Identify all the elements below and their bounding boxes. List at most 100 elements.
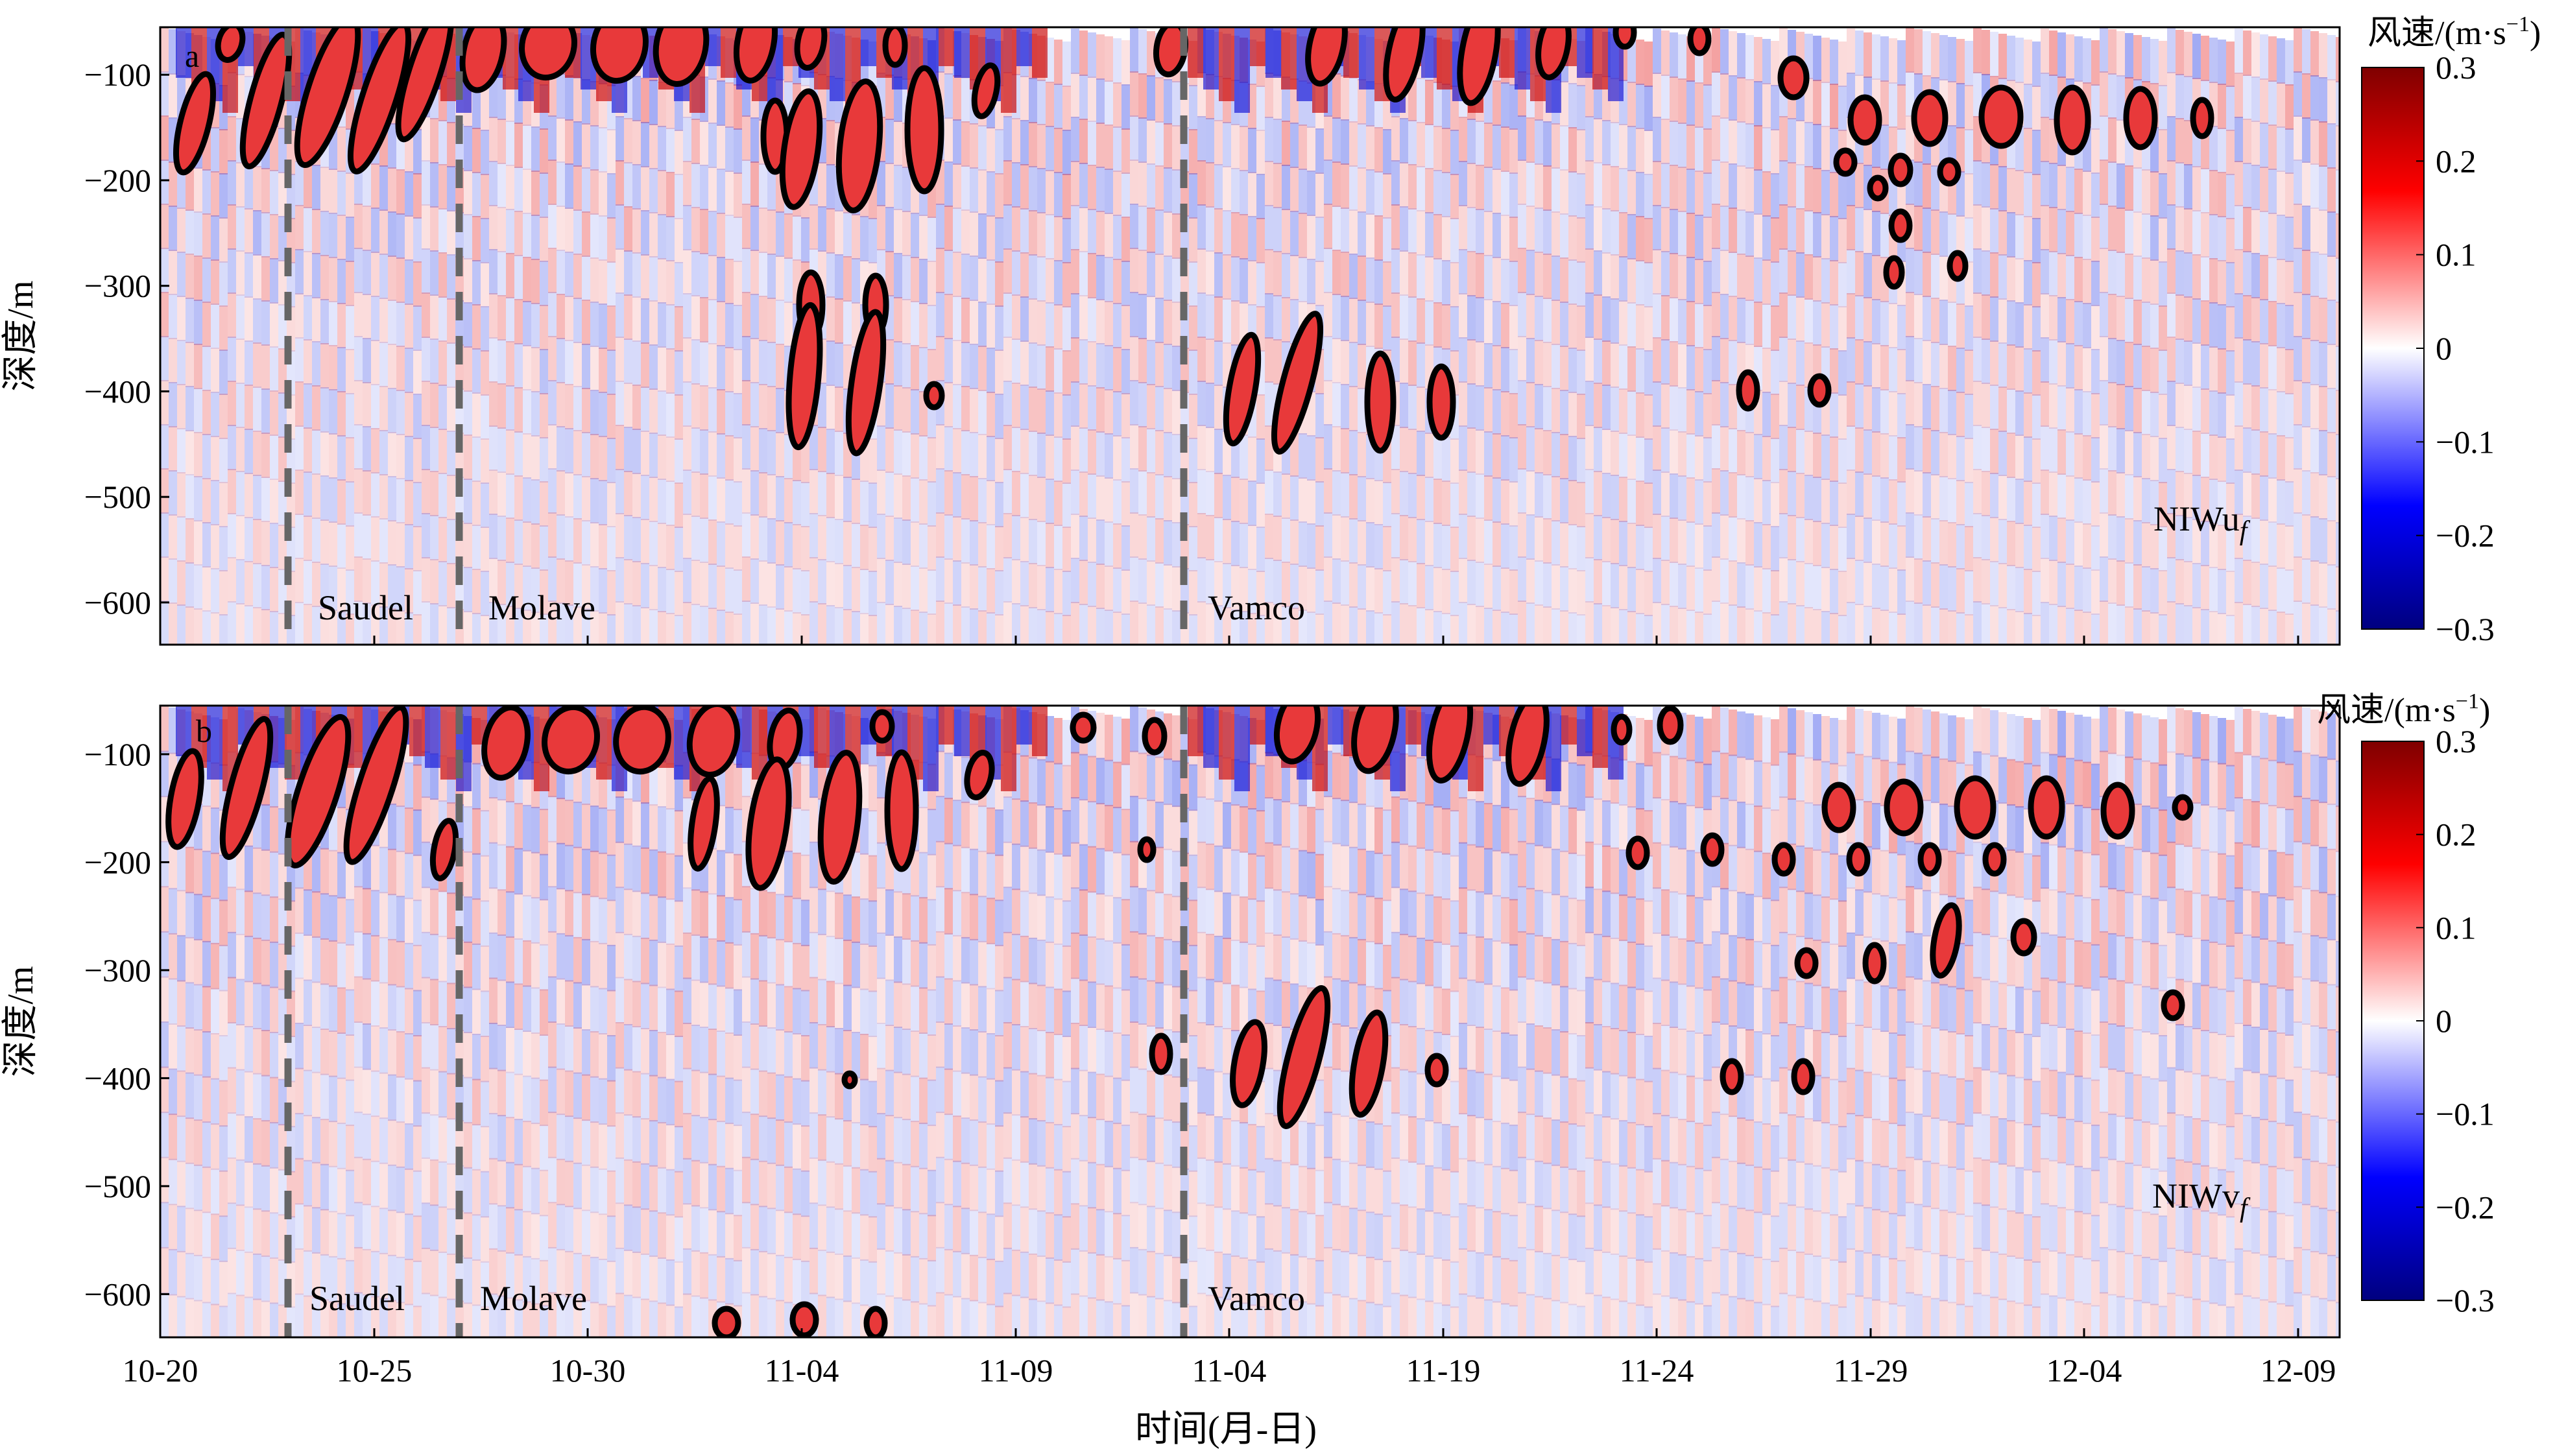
field-cell (1788, 603, 1796, 645)
field-cell (1197, 469, 1206, 514)
field-cell (784, 1211, 793, 1258)
field-cell (1214, 385, 1223, 430)
field-cell (725, 479, 734, 525)
field-cell (2235, 425, 2243, 471)
field-cell (447, 1253, 455, 1300)
field-cell (1459, 602, 1467, 645)
field-cell (2319, 518, 2327, 564)
field-cell (1644, 174, 1653, 219)
field-cell (253, 519, 261, 564)
field-cell (557, 978, 565, 1025)
field-cell (1442, 128, 1450, 173)
surface-band-cell (1265, 27, 1281, 78)
field-cell (793, 612, 801, 645)
field-cell (1012, 162, 1020, 208)
field-cell (1585, 469, 1594, 514)
field-cell (717, 389, 725, 435)
field-cell (801, 438, 809, 483)
field-cell (1847, 470, 1855, 515)
field-cell (320, 343, 329, 388)
field-cell (809, 841, 818, 889)
field-cell (1341, 428, 1349, 473)
field-cell (506, 385, 514, 431)
field-cell (405, 1123, 413, 1170)
field-cell (1501, 126, 1509, 172)
field-cell (616, 116, 624, 161)
field-cell (1619, 300, 1627, 346)
field-cell (885, 207, 894, 252)
field-cell (388, 1254, 396, 1302)
field-cell (1282, 209, 1290, 254)
field-cell (835, 1208, 843, 1255)
field-cell (557, 294, 565, 339)
field-cell (1240, 479, 1248, 524)
field-cell (1678, 564, 1686, 609)
field-cell (953, 560, 961, 606)
field-cell (2319, 165, 2327, 211)
field-cell (717, 433, 725, 479)
field-cell (514, 564, 523, 609)
field-cell (447, 1118, 455, 1165)
field-cell (1990, 517, 1998, 562)
field-cell (2159, 394, 2167, 439)
field-cell (363, 888, 371, 935)
field-cell (379, 209, 388, 255)
field-cell (320, 848, 329, 895)
field-cell (1771, 129, 1779, 174)
field-cell (379, 474, 388, 519)
field-cell (944, 73, 953, 119)
field-cell (2277, 215, 2285, 260)
field-cell (261, 477, 270, 522)
colorbar-title: 风速/(m·s−1) (2368, 12, 2541, 52)
field-cell (438, 1161, 447, 1208)
field-cell (346, 1034, 354, 1081)
field-cell (2015, 390, 2024, 436)
field-cell (1223, 122, 1231, 167)
field-cell (1729, 119, 1737, 165)
field-cell (885, 163, 894, 208)
field-cell (481, 1261, 489, 1308)
field-cell (489, 249, 498, 294)
field-cell (329, 985, 337, 1032)
field-cell (548, 424, 557, 470)
field-cell (953, 472, 961, 518)
field-cell (649, 212, 658, 257)
field-cell (708, 1073, 717, 1121)
field-cell (261, 388, 270, 434)
field-cell (1771, 570, 1779, 615)
field-cell (658, 896, 666, 943)
field-cell (2100, 160, 2108, 205)
field-cell (666, 808, 675, 855)
field-cell (1433, 435, 1442, 480)
field-cell (413, 944, 422, 992)
field-cell (405, 568, 413, 614)
field-cell (1889, 347, 1897, 392)
field-cell (641, 254, 649, 300)
field-cell (447, 1208, 455, 1255)
field-cell (1307, 171, 1315, 216)
field-cell (767, 1208, 776, 1254)
field-cell (506, 1162, 514, 1209)
field-cell (1670, 562, 1678, 607)
field-cell (1290, 255, 1299, 300)
field-cell (481, 765, 489, 812)
field-cell (1273, 75, 1282, 120)
field-cell (236, 559, 245, 604)
field-cell (1729, 384, 1737, 429)
field-cell (1383, 614, 1391, 645)
field-cell (995, 570, 1003, 615)
field-cell (2159, 350, 2167, 395)
field-cell (1290, 608, 1299, 645)
field-cell (1661, 471, 1670, 517)
field-cell (1138, 206, 1147, 251)
field-cell (582, 1164, 590, 1211)
field-cell (607, 900, 616, 946)
field-cell (759, 1160, 767, 1208)
field-cell (793, 480, 801, 525)
field-cell (742, 468, 750, 514)
field-cell (1712, 204, 1720, 249)
field-cell (1358, 300, 1366, 345)
field-cell (1408, 340, 1417, 386)
field-cell (632, 1161, 641, 1208)
field-cell (1720, 603, 1729, 645)
